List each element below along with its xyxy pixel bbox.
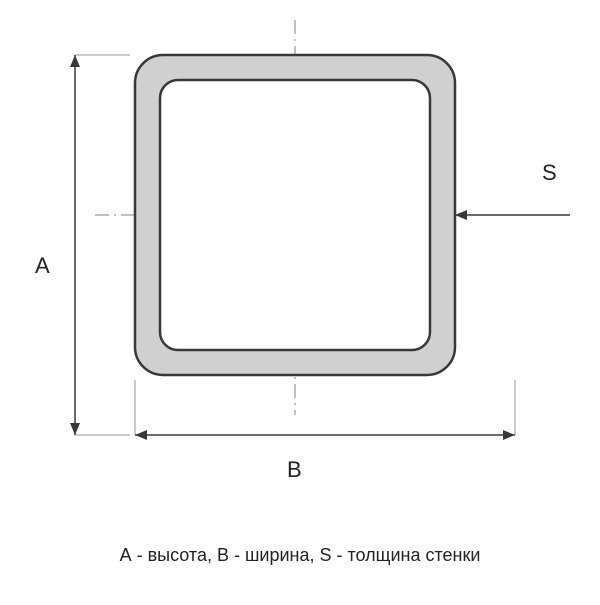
dimension-s-label: S [542, 160, 557, 186]
dimension-b-arrow-left [135, 430, 147, 440]
dimension-b-arrow-right [503, 430, 515, 440]
diagram-svg [0, 0, 600, 600]
tube-inner-wall [160, 80, 430, 350]
legend-text: А - высота, В - ширина, S - толщина стен… [0, 545, 600, 566]
dimension-a-label: A [35, 253, 50, 279]
dimension-s-arrow [455, 210, 467, 220]
dimension-b-label: B [287, 457, 302, 483]
technical-diagram: A B S А - высота, В - ширина, S - толщин… [0, 0, 600, 600]
dimension-a-arrow-top [70, 55, 80, 67]
dimension-a-arrow-bottom [70, 423, 80, 435]
